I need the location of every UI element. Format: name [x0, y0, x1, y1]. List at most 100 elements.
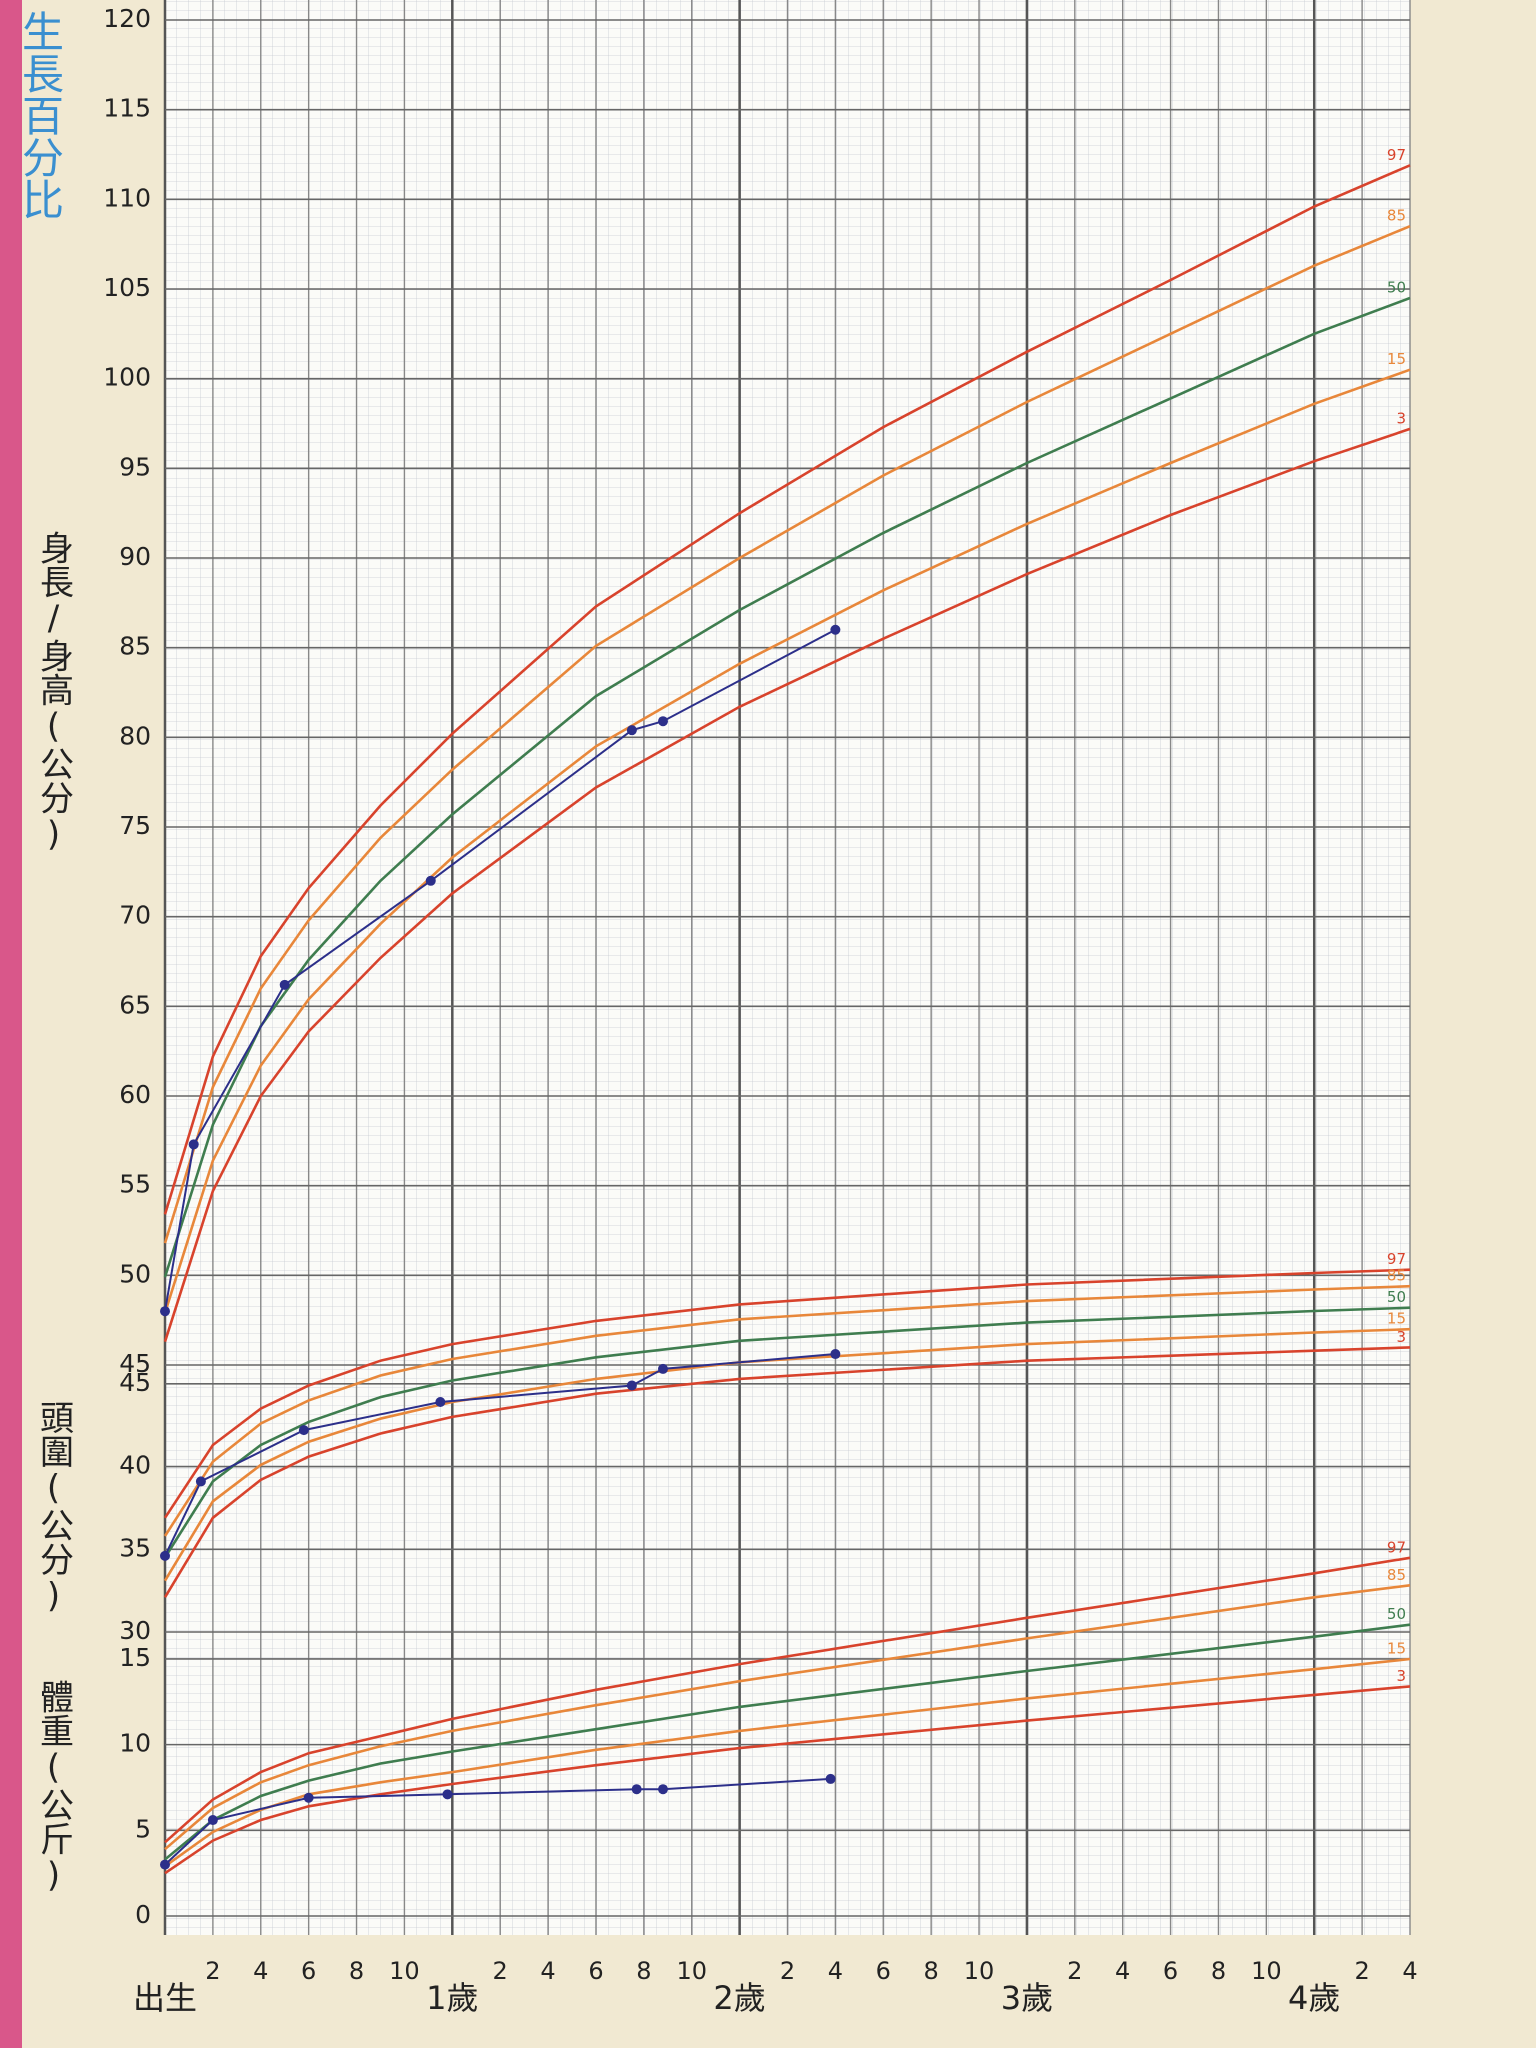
- y-axis-label: 體重(公斤): [34, 1679, 74, 1895]
- y-tick-label: 0: [135, 1900, 151, 1929]
- x-tick-label: 4: [253, 1957, 268, 1985]
- y-tick-label: 90: [119, 542, 151, 571]
- x-tick-label: 10: [676, 1957, 707, 1985]
- measurement-point: [188, 1139, 199, 1150]
- y-tick-label: 5: [135, 1814, 151, 1843]
- x-tick-label: 8: [349, 1957, 364, 1985]
- y-tick-label: 120: [103, 4, 151, 33]
- x-tick-label: 出生: [133, 1979, 197, 2017]
- measurement-point: [298, 1425, 309, 1436]
- percentile-label: 15: [1387, 1639, 1406, 1657]
- percentile-label: 85: [1387, 1566, 1406, 1584]
- measurement-point: [825, 1773, 836, 1784]
- y-tick-label: 45: [119, 1349, 151, 1378]
- percentile-label: 3: [1396, 1328, 1406, 1346]
- percentile-line: [164, 1584, 1411, 1851]
- measurement-point: [425, 875, 436, 886]
- measurement-point: [207, 1815, 218, 1826]
- measurement-point: [631, 1784, 642, 1795]
- y-tick-label: 15: [119, 1643, 151, 1672]
- x-tick-label: 2: [1067, 1957, 1082, 1985]
- percentile-label: 3: [1396, 409, 1406, 427]
- y-tick-label: 105: [103, 273, 151, 302]
- y-tick-label: 75: [119, 811, 151, 840]
- x-tick-label: 3歲: [1001, 1979, 1053, 2017]
- x-tick-label: 10: [1251, 1957, 1282, 1985]
- percentile-line: [163, 1284, 1411, 1537]
- percentile-label: 97: [1387, 1250, 1406, 1268]
- x-tick-label: 6: [876, 1957, 891, 1985]
- y-tick-label: 45: [119, 1368, 151, 1397]
- y-tick-label: 95: [119, 452, 151, 481]
- x-tick-label: 6: [1163, 1957, 1178, 1985]
- measurement-point: [830, 1349, 841, 1360]
- x-tick-label: 10: [964, 1957, 995, 1985]
- y-tick-label: 35: [119, 1533, 151, 1562]
- y-tick-label: 50: [119, 1259, 151, 1288]
- measurement-point: [442, 1789, 453, 1800]
- x-tick-label: 6: [301, 1957, 316, 1985]
- x-tick-label: 4歲: [1288, 1979, 1340, 2017]
- y-axis-label: 身長/身高(公分): [34, 530, 74, 854]
- x-tick-label: 4: [1402, 1957, 1417, 1985]
- percentile-line: [164, 1556, 1411, 1844]
- y-axis-label: 頭圍(公分): [34, 1400, 74, 1616]
- y-tick-label: 65: [119, 990, 151, 1019]
- percentile-line: [163, 164, 1411, 1215]
- measurement-point: [279, 979, 290, 990]
- chart-title: 生長百分比: [16, 10, 65, 220]
- y-tick-label: 110: [103, 183, 151, 212]
- measurement-point: [658, 1363, 668, 1374]
- percentile-line: [163, 224, 1411, 1244]
- x-tick-label: 8: [924, 1957, 939, 1985]
- y-tick-label: 115: [103, 94, 151, 123]
- y-tick-label: 10: [119, 1729, 151, 1758]
- percentile-line: [164, 1685, 1411, 1875]
- percentile-label: 50: [1387, 1605, 1406, 1623]
- y-tick-label: 70: [119, 901, 151, 930]
- percentile-label: 85: [1387, 207, 1406, 225]
- x-tick-label: 4: [828, 1957, 843, 1985]
- percentile-line: [163, 1268, 1411, 1519]
- x-tick-label: 2: [205, 1957, 220, 1985]
- measurement-point: [303, 1792, 314, 1803]
- percentile-label: 97: [1387, 1538, 1406, 1556]
- x-tick-label: 4: [1115, 1957, 1130, 1985]
- y-tick-label: 55: [119, 1170, 151, 1199]
- percentile-line: [163, 368, 1411, 1314]
- measurement-point: [195, 1476, 206, 1487]
- percentile-line: [164, 1623, 1411, 1861]
- y-tick-label: 80: [119, 721, 151, 750]
- measurement-point: [626, 1380, 637, 1391]
- measurement-point: [830, 624, 841, 635]
- y-tick-label: 40: [119, 1451, 151, 1480]
- percentile-label: 15: [1387, 350, 1406, 368]
- x-tick-label: 6: [588, 1957, 603, 1985]
- y-tick-label: 85: [119, 632, 151, 661]
- x-tick-label: 2: [493, 1957, 508, 1985]
- x-tick-label: 8: [1211, 1957, 1226, 1985]
- percentile-line: [163, 427, 1411, 1343]
- percentile-label: 50: [1387, 278, 1406, 296]
- measurement-point: [160, 1306, 170, 1317]
- measurement-point: [658, 716, 668, 727]
- measurement-point: [160, 1550, 170, 1561]
- x-tick-label: 1歲: [426, 1979, 478, 2017]
- percentile-line: [164, 1657, 1411, 1868]
- y-tick-label: 60: [119, 1080, 151, 1109]
- measurement-point: [626, 725, 637, 736]
- measurement-point: [658, 1784, 668, 1795]
- page-edge: [0, 0, 22, 2048]
- x-tick-label: 2歲: [713, 1979, 765, 2017]
- y-tick-label: 30: [119, 1616, 151, 1645]
- x-tick-label: 2: [780, 1957, 795, 1985]
- percentile-line: [163, 1346, 1411, 1598]
- measurement-point: [160, 1859, 170, 1870]
- x-tick-label: 8: [636, 1957, 651, 1985]
- percentile-line: [163, 1306, 1411, 1559]
- x-tick-label: 2: [1354, 1957, 1369, 1985]
- measurement-point: [435, 1397, 446, 1408]
- percentile-label: 97: [1387, 146, 1406, 164]
